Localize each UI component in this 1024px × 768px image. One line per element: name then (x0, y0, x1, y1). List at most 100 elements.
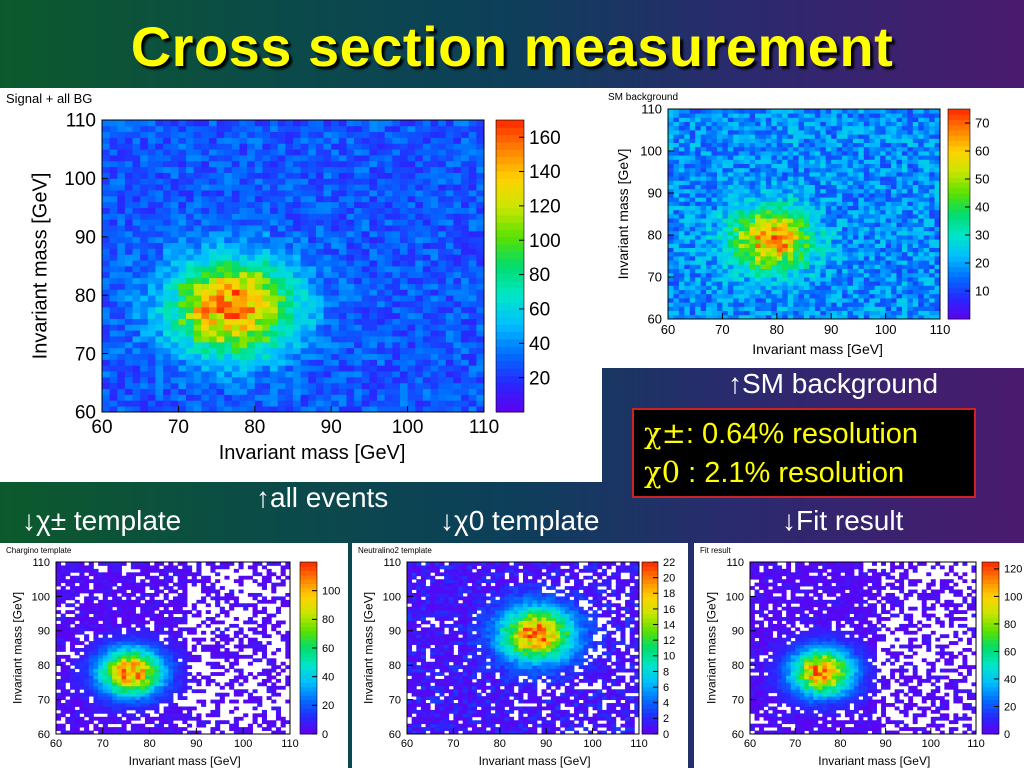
heatmap-cell (384, 283, 393, 290)
heatmap-cell (315, 149, 324, 156)
heatmap-cell (776, 243, 783, 248)
heatmap-cell (476, 347, 485, 354)
heatmap-cell (186, 266, 195, 273)
heatmap-cell (901, 214, 908, 219)
heatmap-cell (186, 242, 195, 249)
heatmap-cell (102, 388, 111, 395)
heatmap-cell (798, 214, 805, 219)
heatmap-cell (407, 394, 416, 401)
heatmap-cell (384, 371, 393, 378)
heatmap-cell (247, 289, 256, 296)
heatmap-cell (102, 289, 111, 296)
heatmap-cell (369, 213, 378, 220)
heatmap-cell (254, 184, 263, 191)
heatmap-cell (361, 376, 370, 384)
heatmap-cell (782, 130, 789, 135)
heatmap-cell (695, 222, 702, 227)
heatmap-cell (727, 214, 734, 219)
heatmap-cell (300, 359, 309, 366)
heatmap-cell (744, 188, 750, 194)
heatmap-cell (885, 247, 892, 253)
heatmap-cell (782, 281, 789, 286)
heatmap-cell (262, 120, 271, 127)
heatmap-cell (874, 289, 881, 295)
heatmap-cell (178, 283, 187, 290)
heatmap-cell (863, 121, 870, 127)
heatmap-cell (270, 277, 279, 284)
heatmap-cell (201, 341, 210, 349)
heatmap-cell (124, 190, 133, 197)
heatmap-cell (293, 336, 302, 343)
heatmap-cell (684, 159, 691, 164)
heatmap-cell (308, 266, 317, 273)
heatmap-cell (293, 260, 302, 267)
heatmap-cell (254, 260, 263, 267)
heatmap-cell (673, 163, 680, 169)
heatmap-cell (369, 301, 378, 308)
heatmap-cell (461, 160, 470, 168)
heatmap-cell (186, 406, 195, 413)
heatmap-cell (285, 301, 294, 308)
heatmap-cell (254, 353, 263, 360)
heatmap-cell (722, 247, 729, 253)
heatmap-cell (155, 301, 164, 308)
heatmap-cell (193, 359, 202, 366)
heatmap-cell (716, 109, 723, 114)
heatmap-cell (831, 256, 838, 261)
heatmap-cell (733, 214, 740, 219)
heatmap-cell (744, 159, 750, 164)
heatmap-cell (809, 298, 816, 303)
heatmap-cell (896, 151, 903, 156)
heatmap-cell (323, 195, 332, 203)
heatmap-cell (896, 205, 903, 211)
heatmap-cell (216, 201, 225, 208)
heatmap-cell (178, 295, 187, 302)
heatmap-cell (132, 260, 141, 267)
heatmap-cell (254, 172, 263, 179)
heatmap-cell (820, 109, 827, 114)
heatmap-cell (132, 184, 141, 191)
heatmap-cell (738, 251, 745, 257)
heatmap-cell (847, 264, 854, 269)
heatmap-cell (354, 254, 363, 261)
heatmap-cell (738, 109, 745, 114)
heatmap-cell (923, 172, 930, 177)
heatmap-cell (354, 178, 363, 185)
heatmap-cell (338, 388, 347, 395)
heatmap-cell (422, 382, 431, 390)
heatmap-cell (476, 318, 485, 325)
heatmap-cell (771, 298, 778, 303)
heatmap-cell (891, 209, 897, 215)
heatmap-cell (836, 306, 843, 311)
heatmap-cell (749, 243, 756, 248)
heatmap-cell (891, 163, 897, 169)
heatmap-cell (193, 277, 202, 284)
heatmap-cell (689, 281, 696, 286)
heatmap-cell (673, 167, 680, 173)
heatmap-cell (842, 268, 848, 274)
heatmap-cell (684, 172, 691, 177)
heatmap-cell (445, 336, 454, 343)
heatmap-cell (384, 271, 393, 279)
heatmap-cell (874, 226, 881, 232)
heatmap-cell (907, 151, 914, 156)
heatmap-cell (361, 365, 370, 372)
heatmap-cell (453, 125, 462, 133)
heatmap-cell (308, 143, 317, 150)
heatmap-cell (361, 178, 370, 185)
heatmap-cell (117, 312, 126, 319)
heatmap-cell (147, 400, 156, 407)
heatmap-cell (907, 117, 914, 122)
heatmap-cell (869, 205, 876, 211)
heatmap-cell (262, 201, 271, 208)
heatmap-cell (684, 214, 691, 219)
heatmap-cell (224, 172, 233, 179)
heatmap-cell (842, 243, 848, 248)
heatmap-cell (422, 277, 431, 284)
heatmap-cell (700, 117, 707, 122)
heatmap-cell (678, 239, 685, 244)
heatmap-cell (300, 306, 309, 314)
heatmap-cell (809, 209, 816, 215)
heatmap-cell (755, 260, 761, 265)
heatmap-cell (689, 184, 696, 190)
